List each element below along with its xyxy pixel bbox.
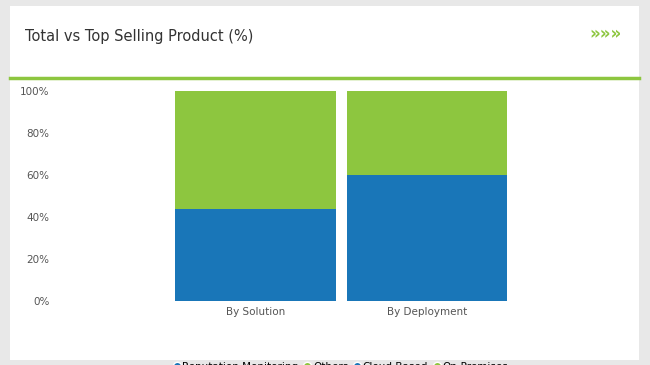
Bar	[347, 91, 507, 175]
Text: »»»: »»»	[589, 26, 621, 44]
Text: Total vs Top Selling Product (%): Total vs Top Selling Product (%)	[25, 29, 254, 44]
Bar	[176, 91, 335, 209]
Legend: Reputation Monitoring, Others, Cloud-Based, On-Premises: Reputation Monitoring, Others, Cloud-Bas…	[170, 357, 513, 365]
Bar	[347, 175, 507, 301]
Bar	[176, 209, 335, 301]
